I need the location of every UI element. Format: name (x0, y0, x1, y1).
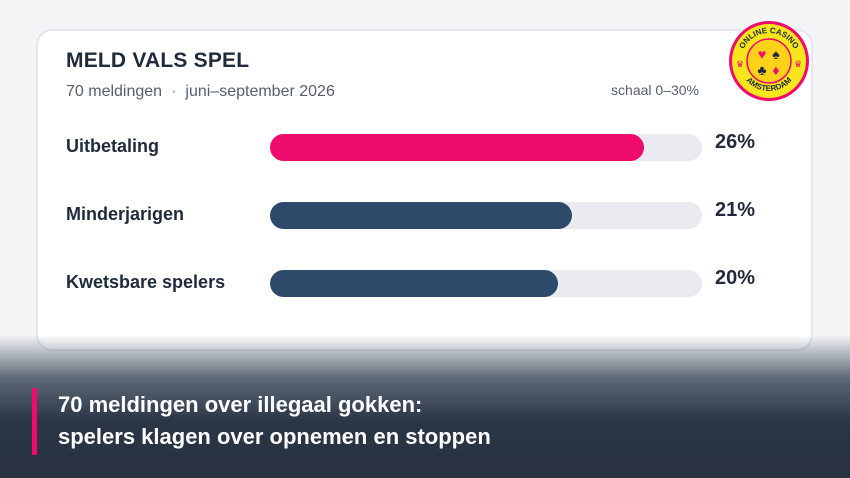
caption-line-2: spelers klagen over opnemen en stoppen (58, 424, 491, 449)
spade-suit-icon: ♠ (772, 46, 780, 62)
bar-fill (270, 270, 558, 297)
crown-icon: ♛ (736, 59, 744, 69)
chart-title: MELD VALS SPEL (66, 49, 250, 72)
bar-row: Kwetsbare spelers 20% (38, 267, 811, 300)
casino-logo: ONLINE CASINO AMSTERDAM ♥ ♠ ♣ ♦ ♛ ♛ (729, 21, 809, 101)
bar-label: Uitbetaling (66, 136, 159, 156)
heart-suit-icon: ♥ (758, 46, 766, 62)
bar-track (270, 134, 702, 161)
bar-row: Uitbetaling 26% (38, 131, 811, 164)
bar-row: Minderjarigen 21% (38, 199, 811, 232)
separator-dot: · (171, 83, 177, 100)
logo-center (746, 38, 792, 84)
report-count: 70 meldingen (66, 83, 163, 100)
club-suit-icon: ♣ (757, 62, 766, 78)
chart-card: MELD VALS SPEL 70 meldingen · juni–septemb… (36, 29, 813, 351)
caption-accent-bar (32, 388, 37, 455)
bar-label: Minderjarigen (66, 204, 185, 224)
report-period: juni–september 2026 (185, 83, 335, 100)
bar-track (270, 270, 702, 297)
footer-gradient (0, 335, 850, 478)
bar-track (270, 202, 702, 229)
diamond-suit-icon: ♦ (772, 62, 779, 78)
bar-value-label: 20% (715, 267, 756, 289)
crown-icon: ♛ (794, 59, 802, 69)
bar-fill (270, 134, 645, 161)
chart-subtitle: 70 meldingen · juni–september 2026 (66, 83, 335, 101)
caption: 70 meldingen over illegaal gokken: spele… (58, 389, 491, 453)
bar-fill (270, 202, 573, 229)
bar-value-label: 26% (715, 131, 756, 153)
scale-note: schaal 0–30% (611, 82, 699, 98)
bar-label: Kwetsbare spelers (66, 272, 226, 292)
caption-line-1: 70 meldingen over illegaal gokken: (58, 392, 423, 417)
bar-value-label: 21% (715, 199, 756, 221)
